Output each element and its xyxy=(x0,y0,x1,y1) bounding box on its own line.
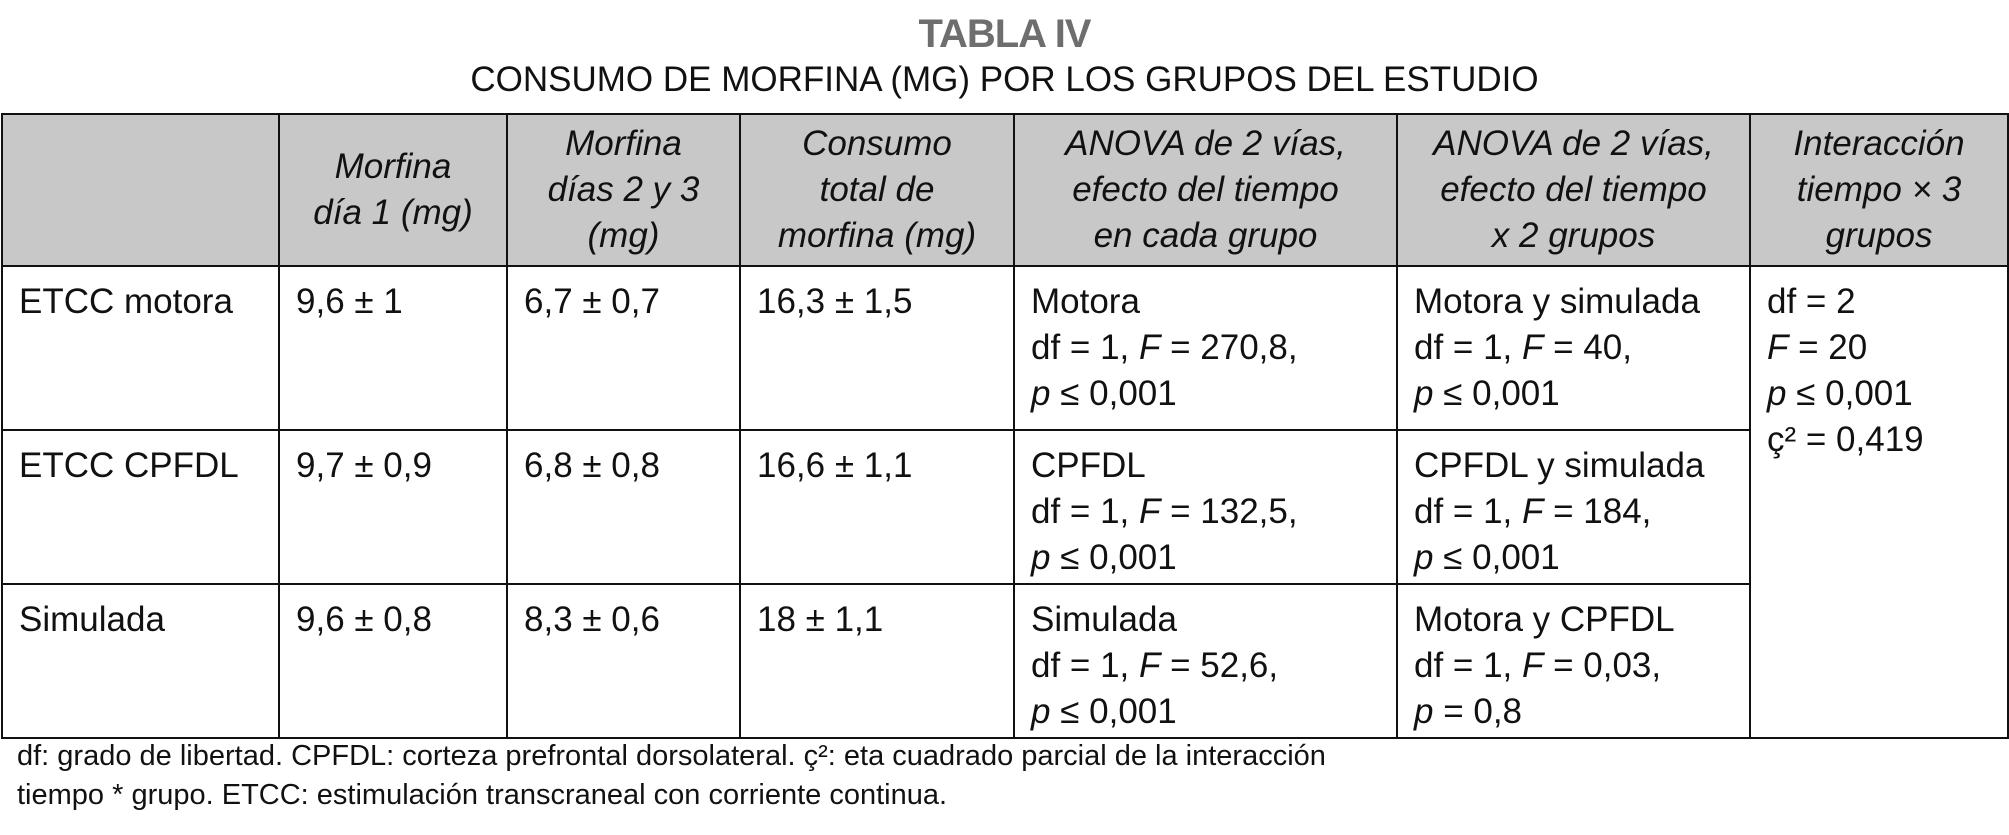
cell-anova-group: CPFDL df = 1, F = 132,5, p ≤ 0,001 xyxy=(1013,429,1398,585)
morphine-table: Morfina día 1 (mg) Morfina días 2 y 3 (mg) Co… xyxy=(1,113,2009,739)
cell-total: 16,3 ± 1,5 xyxy=(739,265,1015,431)
cell-line: df = 1, F = 132,5, xyxy=(1031,492,1298,531)
table-subtitle: CONSUMO DE MORFINA (MG) POR LOS GRUPOS D… xyxy=(470,60,1539,99)
cell-line: en cada grupo xyxy=(1093,216,1318,255)
cell-line: df = 2 xyxy=(1767,282,1856,321)
cell-line: df = 1, F = 270,8, xyxy=(1031,328,1298,367)
column-header: Morfina días 2 y 3 (mg) xyxy=(506,113,741,267)
cell-group: ETCC CPFDL xyxy=(1,429,280,585)
header-row: Morfina día 1 (mg) Morfina días 2 y 3 (mg) Co… xyxy=(1,113,2009,267)
column-header: ANOVA de 2 vías, efecto del tiempo en cada… xyxy=(1013,113,1398,267)
column-header: Interacción tiempo × 3 grupos xyxy=(1749,113,2009,267)
cell-line: días 2 y 3 xyxy=(547,170,700,209)
cell-anova-pair: Motora y CPFDL df = 1, F = 0,03, p = 0,8 xyxy=(1396,583,1751,739)
cell-line: Motora y simulada xyxy=(1414,282,1700,321)
cell-days23: 6,8 ± 0,8 xyxy=(506,429,741,585)
cell-line: morfina (mg) xyxy=(777,216,977,255)
cell-line: df = 1, F = 52,6, xyxy=(1031,646,1279,685)
cell-line: F = 20 xyxy=(1767,328,1868,367)
cell-day1: 9,6 ± 0,8 xyxy=(278,583,508,739)
footnote-line: tiempo * grupo. ETCC: estimulación trans… xyxy=(17,779,948,811)
cell-total: 16,6 ± 1,1 xyxy=(739,429,1015,585)
footnote-line: df: grado de libertad. CPFDL: corteza pr… xyxy=(17,740,1326,772)
cell-interaction: df = 2 F = 20 p ≤ 0,001 ç² = 0,419 xyxy=(1749,265,2009,739)
cell-days23: 8,3 ± 0,6 xyxy=(506,583,741,739)
table-row: ETCC CPFDL 9,7 ± 0,9 6,8 ± 0,8 16,6 ± 1,1 CP… xyxy=(1,429,2008,585)
cell-line: p ≤ 0,001 xyxy=(1031,692,1177,731)
table-row: Simulada 9,6 ± 0,8 8,3 ± 0,6 18 ± 1,1 Simula… xyxy=(1,583,2008,739)
cell-line: p ≤ 0,001 xyxy=(1414,538,1560,577)
table-row: ETCC motora 9,6 ± 1 6,7 ± 0,7 16,3 ± 1,5 Mot… xyxy=(1,265,2009,739)
column-header: ANOVA de 2 vías, efecto del tiempo x 2 gru… xyxy=(1396,113,1751,267)
cell-group: Simulada xyxy=(1,583,280,739)
cell-line: grupos xyxy=(1825,216,1933,255)
cell-line: efecto del tiempo xyxy=(1440,170,1707,209)
cell-line: CPFDL xyxy=(1031,446,1146,485)
cell-line: ANOVA de 2 vías, xyxy=(1433,124,1714,163)
cell-days23: 6,7 ± 0,7 xyxy=(506,265,741,431)
cell-line: Interacción xyxy=(1793,124,1965,163)
cell-anova-pair: Motora y simulada df = 1, F = 40, p ≤ 0,00… xyxy=(1396,265,1751,431)
cell-line: p ≤ 0,001 xyxy=(1031,538,1177,577)
cell-anova-group: Motora df = 1, F = 270,8, p ≤ 0,001 xyxy=(1013,265,1398,431)
cell-line: Consumo xyxy=(802,124,952,163)
cell-line: efecto del tiempo xyxy=(1072,170,1339,209)
cell-anova-group: Simulada df = 1, F = 52,6, p ≤ 0,001 xyxy=(1013,583,1398,739)
cell-line: df = 1, F = 184, xyxy=(1414,492,1652,531)
cell-line: p ≤ 0,001 xyxy=(1767,374,1913,413)
cell-line: total de xyxy=(819,170,935,209)
table-title: TABLA IV xyxy=(918,12,1092,56)
cell-line: p ≤ 0,001 xyxy=(1031,374,1177,413)
cell-line: Motora xyxy=(1031,282,1140,321)
cell-line: Morfina xyxy=(565,124,682,163)
cell-line: Motora y CPFDL xyxy=(1414,600,1675,639)
cell-line: df = 1, F = 40, xyxy=(1414,328,1632,367)
cell-line: día 1 (mg) xyxy=(313,193,473,232)
column-header xyxy=(1,113,280,267)
column-header: Morfina día 1 (mg) xyxy=(278,113,508,267)
cell-group: ETCC motora xyxy=(1,265,280,431)
cell-total: 18 ± 1,1 xyxy=(739,583,1015,739)
cell-line: Morfina xyxy=(334,147,452,186)
cell-line: tiempo × 3 xyxy=(1796,170,1962,209)
cell-line: p = 0,8 xyxy=(1414,692,1523,731)
cell-day1: 9,7 ± 0,9 xyxy=(278,429,508,585)
cell-line: ç² = 0,419 xyxy=(1767,420,1924,459)
cell-line: ANOVA de 2 vías, xyxy=(1065,124,1346,163)
cell-line: x 2 grupos xyxy=(1491,216,1656,255)
cell-day1: 9,6 ± 1 xyxy=(278,265,508,431)
cell-line: CPFDL y simulada xyxy=(1414,446,1705,485)
cell-line: (mg) xyxy=(587,216,660,255)
column-header: Consumo total de morfina (mg) xyxy=(739,113,1015,267)
cell-anova-pair: CPFDL y simulada df = 1, F = 184, p ≤ 0,00… xyxy=(1396,429,1751,585)
cell-line: p ≤ 0,001 xyxy=(1414,374,1560,413)
cell-line: df = 1, F = 0,03, xyxy=(1414,646,1662,685)
footnotes: df: grado de libertad. CPFDL: corteza pr… xyxy=(17,737,1326,815)
cell-line: Simulada xyxy=(1031,600,1177,639)
